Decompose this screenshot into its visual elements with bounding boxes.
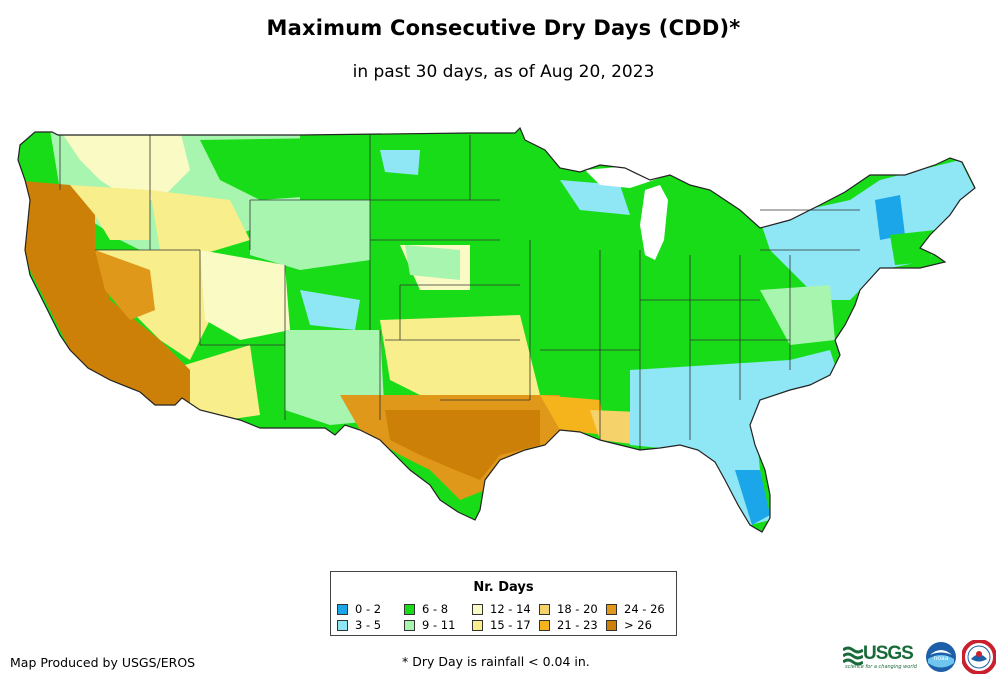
legend-label: 3 - 5 <box>355 618 382 632</box>
cdd-zone-nd-blue <box>380 150 420 175</box>
cdd-zone-newengland-dark <box>875 195 905 240</box>
noaa-wordmark: noaa <box>934 655 949 662</box>
legend-label: 24 - 26 <box>624 602 665 616</box>
legend-item: 0 - 2 <box>337 602 381 616</box>
legend-swatch <box>337 603 348 615</box>
cdd-zone-arizona-yellow <box>185 345 260 420</box>
cdd-zone-oregon-yellow <box>70 185 150 240</box>
cdd-zone-colorado-blue <box>300 290 360 330</box>
nws-logo <box>962 640 996 674</box>
legend-item: 15 - 17 <box>472 618 531 632</box>
cdd-zone-mid-atlantic-pale <box>760 285 835 345</box>
cdd-zone-southern-plains <box>380 315 540 400</box>
legend-item: 21 - 23 <box>539 618 598 632</box>
cdd-zone-idaho-yellow <box>150 190 250 255</box>
legend-swatch <box>404 603 415 615</box>
map-subtitle: in past 30 days, as of Aug 20, 2023 <box>352 62 655 82</box>
legend-item: 12 - 14 <box>472 602 531 616</box>
producer-credit: Map Produced by USGS/EROS <box>10 655 196 670</box>
legend-item: 9 - 11 <box>404 618 455 632</box>
usgs-logo: USGS science for a changing world <box>843 643 918 670</box>
legend-item: 18 - 20 <box>539 602 598 616</box>
legend-label: 15 - 17 <box>490 618 531 632</box>
usgs-tagline: science for a changing world <box>845 664 917 670</box>
legend-swatch <box>404 619 415 631</box>
cdd-zone-gulf-coast <box>590 410 640 445</box>
legend: Nr. Days 0 - 2 3 - 5 6 - 8 9 - 11 12 - 1… <box>330 571 677 636</box>
noaa-logo: noaa <box>926 642 956 672</box>
legend-label: 12 - 14 <box>490 602 531 616</box>
cdd-zone-northwest-yellow <box>60 130 190 200</box>
map-title: Maximum Consecutive Dry Days (CDD)* <box>266 16 741 40</box>
cdd-zone-wyoming-pale <box>250 200 370 270</box>
legend-item: 3 - 5 <box>337 618 381 632</box>
legend-swatch <box>606 619 617 631</box>
cdd-zone-montana-green <box>200 138 360 200</box>
cdd-zone-florida-dark <box>735 470 770 525</box>
cdd-zone-utah-yellow <box>200 250 290 340</box>
cdd-zone-maine-green <box>890 230 935 265</box>
legend-swatch <box>606 603 617 615</box>
lake-superior <box>585 165 660 188</box>
legend-item: 6 - 8 <box>404 602 448 616</box>
legend-label: 9 - 11 <box>422 618 456 632</box>
cdd-zone-pacific-coast <box>18 180 190 410</box>
legend-label: 21 - 23 <box>557 618 598 632</box>
legend-swatch <box>539 603 550 615</box>
legend-title: Nr. Days <box>473 580 534 595</box>
cdd-zone-louisiana-orange <box>540 395 605 435</box>
legend-item: 24 - 26 <box>606 602 665 616</box>
state-boundaries <box>59 135 860 450</box>
cdd-zone-northeast-blue <box>760 160 975 300</box>
usgs-wave-icon <box>843 646 863 666</box>
legend-label: 18 - 20 <box>557 602 598 616</box>
legend-label: 6 - 8 <box>422 602 449 616</box>
usgs-wordmark: USGS <box>863 643 914 664</box>
lake-michigan <box>640 185 668 260</box>
cdd-zone-texas-deep <box>385 410 540 480</box>
legend-swatch <box>472 619 483 631</box>
legend-item: > 26 <box>606 618 652 632</box>
dry-day-note: * Dry Day is rainfall < 0.04 in. <box>402 654 590 669</box>
cdd-zone-california-orange <box>95 250 155 320</box>
legend-label: > 26 <box>624 618 652 632</box>
cdd-zone-great-lakes-blue <box>560 180 630 215</box>
legend-swatch <box>539 619 550 631</box>
legend-swatch <box>472 603 483 615</box>
cdd-zone-central-pale <box>405 245 460 280</box>
legend-swatch <box>337 619 348 631</box>
legend-label: 0 - 2 <box>355 602 382 616</box>
